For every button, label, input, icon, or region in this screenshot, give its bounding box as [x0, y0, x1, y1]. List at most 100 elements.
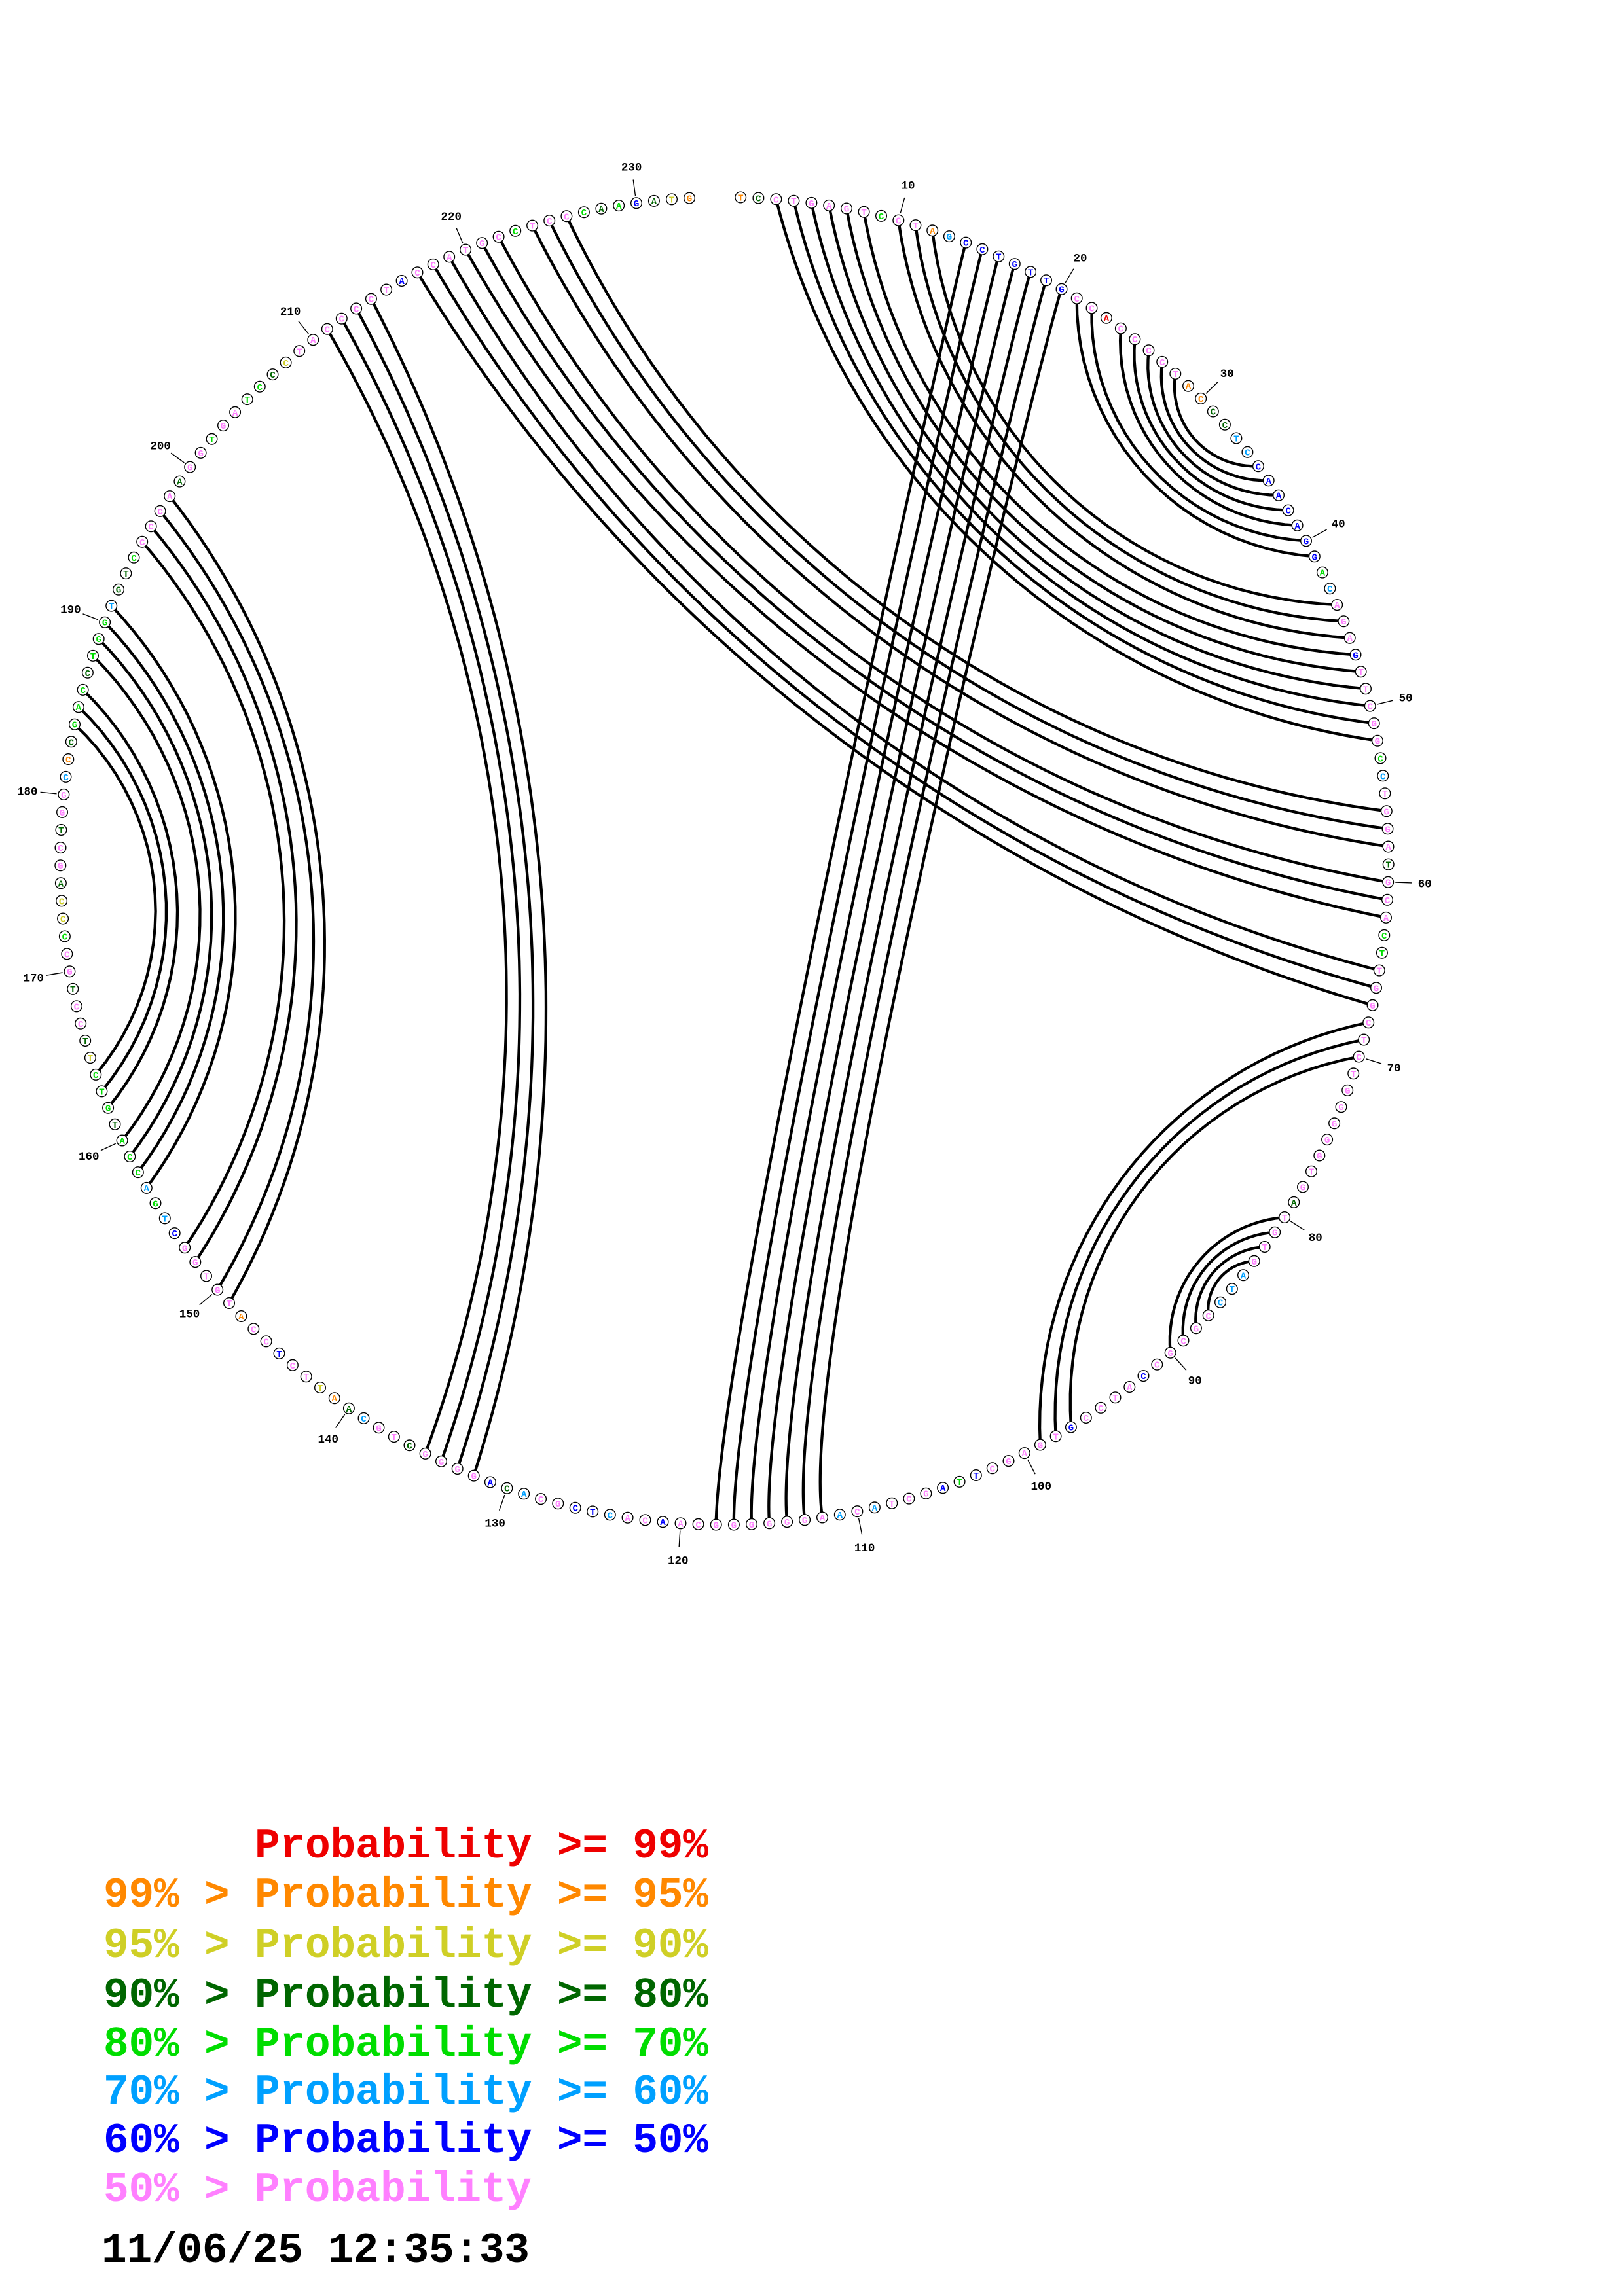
svg-text:A: A	[930, 226, 936, 237]
svg-text:C: C	[538, 1495, 544, 1505]
svg-text:G: G	[1059, 285, 1065, 296]
svg-text:T: T	[1282, 1213, 1288, 1224]
svg-text:230: 230	[621, 162, 642, 175]
svg-text:C: C	[65, 755, 71, 766]
svg-text:G: G	[1300, 1183, 1306, 1194]
svg-text:G: G	[634, 199, 640, 209]
svg-text:C: C	[325, 325, 331, 336]
svg-text:C: C	[1205, 1312, 1211, 1322]
svg-text:G: G	[1338, 1103, 1344, 1113]
svg-text:A: A	[144, 1184, 150, 1194]
svg-text:30: 30	[1220, 368, 1234, 381]
svg-text:C: C	[62, 933, 68, 943]
svg-text:T: T	[297, 347, 302, 357]
svg-text:C: C	[1367, 702, 1373, 713]
svg-text:G: G	[1324, 1136, 1330, 1146]
svg-text:C: C	[1159, 358, 1165, 368]
svg-text:G: G	[105, 1104, 111, 1115]
svg-text:T: T	[1233, 435, 1239, 445]
svg-text:C: C	[85, 669, 91, 679]
svg-text:C: C	[906, 1495, 912, 1505]
svg-text:C: C	[407, 1441, 412, 1452]
svg-text:A: A	[521, 1490, 527, 1500]
svg-text:T: T	[791, 197, 797, 207]
svg-text:G: G	[1251, 1257, 1257, 1268]
svg-text:220: 220	[441, 211, 462, 224]
svg-text:90: 90	[1188, 1374, 1202, 1388]
svg-text:G: G	[767, 1519, 773, 1530]
svg-text:T: T	[1382, 789, 1388, 800]
svg-text:G: G	[1272, 1229, 1278, 1239]
svg-text:C: C	[414, 268, 420, 279]
svg-text:A: A	[177, 478, 183, 488]
svg-text:G: G	[749, 1520, 755, 1531]
svg-text:T: T	[1377, 967, 1383, 977]
svg-text:C: C	[1256, 462, 1262, 473]
svg-text:C: C	[58, 844, 64, 854]
svg-text:G: G	[1353, 651, 1359, 661]
svg-text:C: C	[979, 245, 985, 256]
svg-text:G: G	[471, 1472, 477, 1482]
svg-text:T: T	[996, 253, 1002, 263]
svg-text:G: G	[1371, 719, 1377, 730]
svg-text:T: T	[109, 602, 115, 613]
svg-text:C: C	[1245, 448, 1250, 459]
svg-text:C: C	[64, 950, 70, 960]
svg-text:A: A	[1186, 382, 1192, 393]
svg-text:T: T	[1379, 949, 1385, 960]
svg-text:T: T	[669, 195, 675, 206]
svg-text:G: G	[479, 239, 485, 249]
svg-text:A: A	[660, 1518, 666, 1528]
svg-text:G: G	[1068, 1424, 1074, 1434]
svg-text:T: T	[1028, 268, 1034, 278]
svg-text:A: A	[826, 202, 832, 212]
svg-text:C: C	[1377, 754, 1383, 764]
svg-text:T: T	[974, 1471, 979, 1482]
svg-text:G: G	[784, 1518, 790, 1528]
svg-text:C: C	[93, 1071, 99, 1081]
svg-text:C: C	[1385, 896, 1391, 906]
svg-text:60% > Probability >= 50%: 60% > Probability >= 50%	[103, 2117, 708, 2165]
svg-text:C: C	[608, 1511, 613, 1521]
svg-text:C: C	[990, 1464, 996, 1475]
svg-text:C: C	[270, 370, 276, 381]
svg-text:G: G	[1345, 1086, 1351, 1097]
svg-text:T: T	[1173, 370, 1178, 380]
svg-text:T: T	[276, 1350, 282, 1360]
svg-text:A: A	[58, 879, 64, 889]
svg-text:G: G	[555, 1499, 561, 1510]
svg-text:C: C	[60, 915, 66, 925]
svg-text:T: T	[1044, 276, 1049, 287]
svg-text:T: T	[99, 1087, 105, 1098]
svg-text:C: C	[1098, 1404, 1104, 1414]
svg-text:C: C	[63, 773, 69, 783]
svg-text:A: A	[1385, 843, 1391, 853]
svg-text:A: A	[1022, 1449, 1028, 1460]
svg-text:A: A	[1104, 314, 1110, 325]
svg-text:C: C	[963, 239, 969, 249]
svg-text:C: C	[361, 1414, 367, 1425]
svg-text:G: G	[439, 1458, 445, 1468]
svg-text:C: C	[504, 1484, 510, 1495]
svg-text:120: 120	[668, 1554, 689, 1568]
svg-text:C: C	[69, 738, 75, 748]
svg-text:A: A	[1127, 1383, 1133, 1393]
svg-text:T: T	[82, 1037, 88, 1047]
svg-text:11/06/25 12:35:33: 11/06/25 12:35:33	[101, 2227, 530, 2275]
svg-text:G: G	[198, 449, 204, 459]
svg-text:T: T	[112, 1121, 118, 1131]
svg-text:C: C	[547, 217, 553, 227]
svg-text:C: C	[581, 208, 587, 219]
svg-text:C: C	[1089, 304, 1095, 315]
svg-text:10: 10	[901, 180, 915, 193]
svg-text:G: G	[102, 619, 108, 629]
svg-text:T: T	[463, 246, 469, 257]
svg-text:C: C	[251, 1325, 257, 1335]
svg-text:A: A	[1320, 569, 1326, 579]
svg-text:A: A	[332, 1394, 338, 1405]
svg-text:G: G	[67, 967, 73, 978]
svg-text:T: T	[889, 1499, 895, 1510]
svg-text:G: G	[1006, 1457, 1012, 1467]
svg-text:A: A	[678, 1519, 684, 1530]
svg-text:T: T	[392, 1433, 397, 1443]
